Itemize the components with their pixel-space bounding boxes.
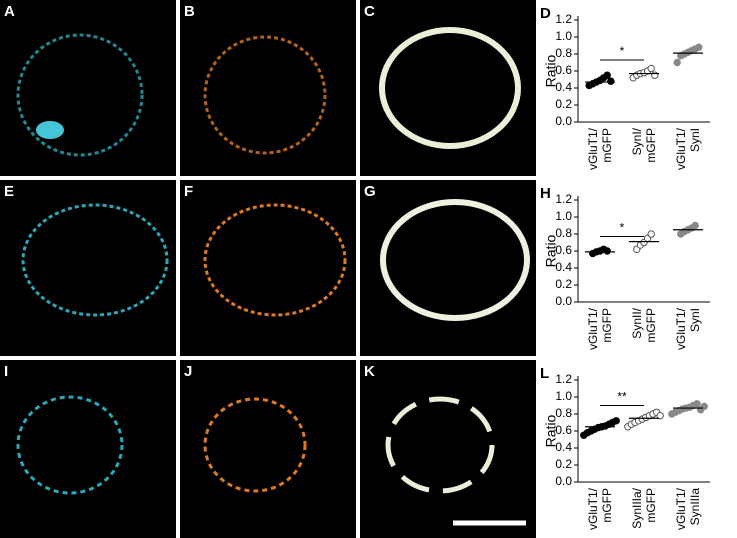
panel-label: G xyxy=(364,183,376,200)
y-tick-label: 0.6 xyxy=(555,243,572,257)
image-g xyxy=(360,180,536,356)
y-tick-label: 1.2 xyxy=(555,12,572,26)
image-c xyxy=(360,0,536,176)
y-tick-label: 0.2 xyxy=(555,457,572,471)
micrographs xyxy=(0,0,536,538)
significance-label: * xyxy=(620,221,625,235)
data-point xyxy=(647,230,655,238)
y-tick-label: 0.0 xyxy=(555,474,572,488)
y-tick-label: 0.4 xyxy=(555,260,572,274)
y-tick-label: 0.8 xyxy=(555,406,572,420)
panel-label: K xyxy=(364,363,375,380)
image-f xyxy=(180,180,356,356)
y-tick-label: 1.2 xyxy=(555,192,572,206)
y-tick-label: 0.6 xyxy=(555,63,572,77)
panel-label: H xyxy=(540,185,551,202)
y-tick-label: 1.0 xyxy=(555,209,572,223)
x-tick-label: vGluT1/SynI xyxy=(674,127,702,170)
x-tick-label: vGluT1/mGFP xyxy=(586,487,614,530)
y-axis-label: Ratio xyxy=(543,234,559,267)
x-tick-label: vGluT1/SynIIIa xyxy=(674,487,702,530)
panel-label: J xyxy=(184,363,192,380)
panel-label: A xyxy=(4,3,15,20)
y-tick-label: 0.4 xyxy=(555,440,572,454)
image-a xyxy=(0,0,176,176)
y-tick-label: 0.4 xyxy=(555,80,572,94)
data-point xyxy=(647,64,655,73)
y-tick-label: 0.2 xyxy=(555,277,572,291)
panel-label: L xyxy=(540,365,549,382)
x-tick-label: vGluT1/SynI xyxy=(674,307,702,350)
y-tick-label: 1.2 xyxy=(555,372,572,386)
y-tick-label: 1.0 xyxy=(555,389,572,403)
significance-label: * xyxy=(620,44,625,58)
panel-label: I xyxy=(4,363,8,380)
image-e xyxy=(0,180,176,356)
panel-label: C xyxy=(364,3,375,20)
panel-label: E xyxy=(4,183,14,200)
x-tick-label: vGluT1/mGFP xyxy=(586,307,614,350)
y-tick-label: 1.0 xyxy=(555,29,572,43)
data-point xyxy=(607,77,615,85)
x-tick-label: vGluT1/mGFP xyxy=(586,127,614,170)
y-tick-label: 0.2 xyxy=(555,97,572,111)
y-axis-label: Ratio xyxy=(543,414,559,447)
significance-label: ** xyxy=(617,390,627,404)
data-point xyxy=(695,43,703,51)
panel-label: B xyxy=(184,3,195,20)
image-j xyxy=(180,360,356,538)
data-point xyxy=(603,247,611,255)
x-tick-label: SynIIIa/mGFP xyxy=(630,487,658,528)
data-point xyxy=(656,412,664,420)
y-tick-label: 0.0 xyxy=(555,294,572,308)
y-tick-label: 0.6 xyxy=(555,423,572,437)
data-point xyxy=(693,400,701,408)
x-tick-label: SynI/mGFP xyxy=(630,127,658,162)
data-point xyxy=(673,58,681,67)
data-point xyxy=(612,417,620,425)
x-tick-label: SynII/mGFP xyxy=(630,307,658,342)
data-point xyxy=(603,71,611,79)
image-b xyxy=(180,0,356,176)
y-tick-label: 0.8 xyxy=(555,226,572,240)
image-i xyxy=(0,360,176,538)
y-axis-label: Ratio xyxy=(543,54,559,87)
y-tick-label: 0.0 xyxy=(555,114,572,128)
y-tick-label: 0.8 xyxy=(555,46,572,60)
data-point xyxy=(691,221,699,230)
panel-label: F xyxy=(184,183,193,200)
panel-label: D xyxy=(540,5,551,22)
